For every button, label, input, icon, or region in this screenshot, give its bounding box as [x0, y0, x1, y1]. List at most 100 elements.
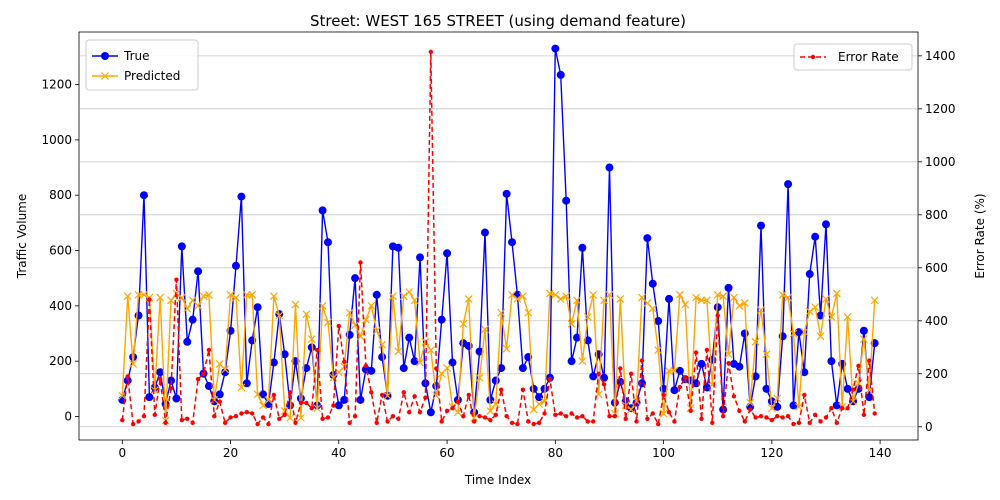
data-point [271, 392, 277, 398]
data-point [573, 296, 581, 305]
data-point [834, 420, 840, 425]
data-point [269, 292, 278, 301]
data-point [129, 360, 138, 368]
data-point [524, 308, 533, 317]
legend-label: True [123, 49, 150, 63]
data-point [471, 419, 477, 424]
data-point [605, 290, 614, 299]
data-point [859, 326, 868, 335]
data-point [789, 401, 798, 410]
data-point [726, 360, 731, 366]
data-point [439, 419, 444, 424]
data-point [174, 277, 179, 282]
data-point [302, 364, 311, 373]
data-point [157, 376, 163, 382]
data-point [856, 363, 861, 369]
data-point [758, 413, 764, 419]
data-point [204, 382, 213, 391]
data-point [655, 421, 661, 427]
data-point [309, 406, 314, 411]
data-point [585, 419, 591, 424]
data-point [150, 386, 159, 395]
data-point [194, 267, 203, 276]
data-point [405, 288, 414, 296]
data-point [222, 420, 228, 425]
data-point [347, 420, 352, 425]
data-point [248, 290, 257, 299]
plot-content [79, 44, 918, 428]
data-point [486, 407, 495, 415]
data-point [444, 408, 450, 414]
data-point [125, 374, 130, 379]
data-point [578, 357, 587, 366]
x-tick-label: 40 [331, 446, 346, 460]
data-point [399, 292, 408, 301]
data-point [520, 387, 526, 392]
y-tick-label: 1000 [41, 133, 72, 147]
data-point [477, 413, 482, 419]
data-point [648, 304, 657, 313]
data-point [650, 411, 655, 416]
y2-tick-label: 600 [925, 261, 948, 275]
data-point [421, 337, 430, 346]
data-point [394, 243, 403, 252]
data-point [623, 416, 628, 422]
data-point [140, 290, 148, 299]
data-point [167, 296, 175, 305]
data-point [751, 337, 760, 346]
data-point [410, 296, 419, 305]
data-point [497, 308, 506, 317]
data-point [596, 371, 601, 376]
data-point [417, 409, 423, 415]
series-line [121, 290, 876, 421]
data-point [812, 412, 818, 418]
data-point [239, 411, 244, 416]
data-point [389, 292, 397, 301]
data-point [194, 301, 203, 310]
data-point [843, 312, 852, 321]
data-point [859, 335, 868, 343]
data-point [665, 294, 674, 303]
data-point [206, 347, 212, 353]
data-point [693, 350, 699, 355]
data-point [867, 358, 872, 363]
data-point [372, 290, 381, 299]
data-point [704, 347, 710, 353]
data-point [751, 372, 760, 381]
data-point [356, 395, 365, 404]
data-point [509, 420, 515, 425]
data-point [426, 408, 435, 417]
data-point [654, 317, 663, 326]
data-point [791, 421, 796, 427]
data-point [443, 364, 452, 373]
data-point [269, 358, 278, 367]
data-point [832, 401, 841, 410]
data-point [298, 400, 304, 406]
data-point [412, 394, 417, 399]
data-point [845, 406, 850, 411]
data-point [504, 413, 509, 419]
data-point [378, 340, 387, 349]
data-point [805, 307, 814, 316]
data-point [670, 386, 679, 395]
data-point [168, 386, 174, 391]
data-point [724, 283, 733, 292]
data-point [748, 407, 753, 412]
data-point [861, 412, 867, 418]
data-point [572, 333, 581, 342]
data-point [870, 296, 879, 305]
data-point [486, 395, 495, 404]
data-point [183, 337, 192, 346]
data-point [780, 415, 785, 420]
data-point [829, 406, 834, 411]
data-point [789, 329, 798, 338]
data-point [318, 206, 327, 215]
data-point [536, 420, 542, 425]
data-point [773, 394, 782, 403]
data-point [293, 420, 298, 425]
data-point [280, 350, 289, 359]
data-point [675, 366, 684, 375]
data-point [394, 347, 403, 356]
x-tick-label: 120 [760, 446, 783, 460]
data-point [461, 413, 466, 419]
